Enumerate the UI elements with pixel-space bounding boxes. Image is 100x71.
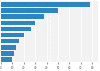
- Bar: [1, 8, 58, 13]
- Bar: [1, 21, 35, 25]
- Bar: [1, 14, 44, 19]
- Bar: [1, 2, 90, 7]
- Bar: [1, 33, 24, 37]
- Bar: [1, 45, 16, 49]
- Bar: [1, 27, 31, 31]
- Bar: [1, 51, 14, 56]
- Bar: [1, 39, 19, 43]
- Bar: [1, 57, 12, 62]
